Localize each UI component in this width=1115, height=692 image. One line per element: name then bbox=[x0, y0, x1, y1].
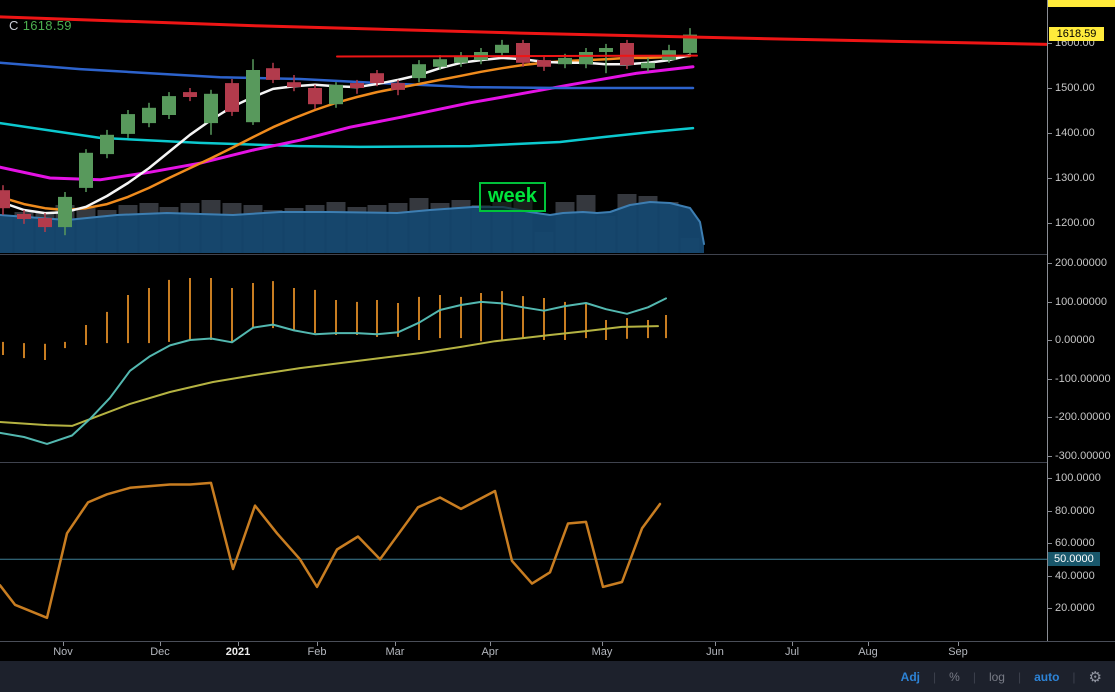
time-axis[interactable]: Nov Dec 2021 Feb Mar Apr May Jun Jul Aug Sep bbox=[0, 641, 1115, 661]
rsi-axis-tick: 20.0000 bbox=[1048, 602, 1095, 614]
time-tick bbox=[868, 642, 869, 646]
magenta-ma-line bbox=[0, 65, 695, 182]
oscillator-axis-tick: -100.00000 bbox=[1048, 372, 1111, 385]
time-axis-label-feb: Feb bbox=[307, 646, 327, 658]
time-axis-label-jun: Jun bbox=[706, 646, 724, 658]
volume-area-series bbox=[0, 201, 705, 253]
bottom-toolbar: Adj | % | log | auto | ⚙ bbox=[0, 661, 1115, 692]
rsi-axis-tick: 100.0000 bbox=[1048, 472, 1101, 484]
settings-gear-icon[interactable]: ⚙ bbox=[1088, 668, 1102, 686]
candles-series bbox=[0, 28, 697, 236]
time-axis-label-sep: Sep bbox=[948, 646, 968, 658]
time-axis-label-nov: Nov bbox=[53, 646, 73, 658]
time-axis-label-apr: Apr bbox=[481, 646, 499, 658]
time-tick bbox=[715, 642, 716, 646]
time-axis-label-mar: Mar bbox=[385, 646, 405, 658]
time-tick bbox=[792, 642, 793, 646]
price-axis-tick: 1200.00 bbox=[1048, 217, 1095, 229]
price-axis-tick: 1400.00 bbox=[1048, 127, 1095, 139]
rsi-axis-tick: 80.0000 bbox=[1048, 504, 1095, 517]
olive-signal-line bbox=[0, 325, 659, 427]
rsi-pane[interactable] bbox=[0, 463, 1047, 641]
red-level-line bbox=[336, 54, 698, 58]
price-axis-tick: 1300.00 bbox=[1048, 172, 1095, 184]
rsi-line bbox=[0, 481, 662, 620]
interval-badge[interactable]: week bbox=[479, 182, 546, 212]
orange-ma-line bbox=[0, 54, 692, 212]
toolbar-separator: | bbox=[933, 669, 937, 684]
time-tick bbox=[317, 642, 318, 646]
oscillator-axis-tick: -200.00000 bbox=[1048, 411, 1111, 423]
time-axis-label-jul: Jul bbox=[784, 646, 800, 658]
time-tick bbox=[63, 642, 64, 646]
auto-scale-button[interactable]: auto bbox=[1034, 669, 1060, 684]
oscillator-axis-tick: 200.00000 bbox=[1048, 257, 1107, 269]
toolbar-separator: | bbox=[1017, 669, 1022, 684]
adj-button[interactable]: Adj bbox=[900, 669, 921, 684]
time-axis-label-may: May bbox=[591, 646, 613, 658]
time-axis-label-aug: Aug bbox=[858, 646, 878, 658]
time-axis-label-2021: 2021 bbox=[225, 646, 251, 658]
time-tick bbox=[160, 642, 161, 646]
teal-macd-line bbox=[0, 297, 667, 445]
symbol-close-readout: C 1618.59 bbox=[9, 18, 72, 33]
time-tick bbox=[490, 642, 491, 646]
toolbar-separator: | bbox=[972, 669, 976, 684]
price-axis[interactable]: 1618.59 1600.00 1500.00 1400.00 1300.00 1200… bbox=[1047, 0, 1115, 661]
price-axis-tick: 1500.00 bbox=[1048, 82, 1095, 94]
blue-ma-line bbox=[0, 61, 695, 90]
rsi-axis-tick: 50.0000 bbox=[1048, 552, 1100, 567]
oscillator-axis-tick: 0.00000 bbox=[1048, 334, 1095, 346]
close-prefix: C bbox=[9, 18, 19, 33]
oscillator-pane[interactable] bbox=[0, 255, 1047, 463]
white-ma-line bbox=[0, 53, 692, 215]
close-value: 1618.59 bbox=[22, 18, 72, 33]
log-scale-button[interactable]: log bbox=[988, 669, 1005, 684]
oscillator-axis-tick: 100.00000 bbox=[1048, 295, 1107, 308]
time-tick bbox=[395, 642, 396, 646]
oscillator-axis-tick: -300.00000 bbox=[1048, 449, 1111, 462]
toolbar-separator: | bbox=[1072, 669, 1076, 684]
oscillator-histogram bbox=[2, 278, 667, 360]
time-axis-label-dec: Dec bbox=[150, 646, 170, 658]
cyan-ma-line bbox=[0, 121, 695, 149]
rsi-axis-tick: 40.0000 bbox=[1048, 569, 1095, 582]
current-price-label: 1618.59 bbox=[1049, 27, 1104, 41]
time-tick bbox=[602, 642, 603, 646]
price-pane[interactable] bbox=[0, 0, 1047, 255]
rsi-axis-tick: 60.0000 bbox=[1048, 537, 1095, 549]
axis-top-highlight bbox=[1048, 0, 1115, 7]
percent-scale-button[interactable]: % bbox=[949, 669, 960, 684]
red-trend-line bbox=[0, 15, 1047, 46]
time-tick bbox=[958, 642, 959, 646]
time-tick bbox=[238, 642, 239, 646]
